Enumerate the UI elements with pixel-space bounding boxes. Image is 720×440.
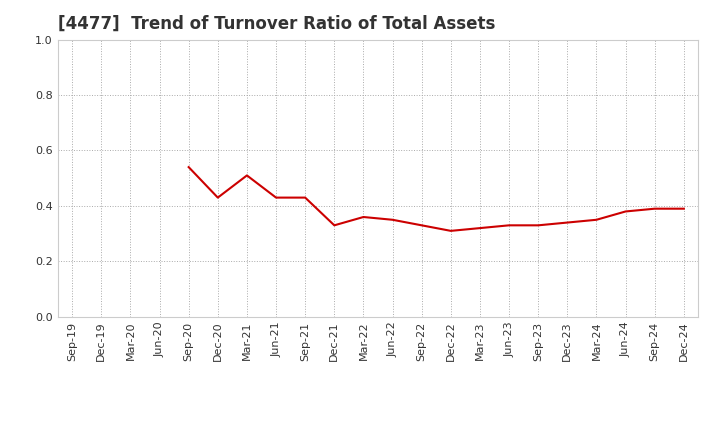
Text: [4477]  Trend of Turnover Ratio of Total Assets: [4477] Trend of Turnover Ratio of Total …	[58, 15, 495, 33]
